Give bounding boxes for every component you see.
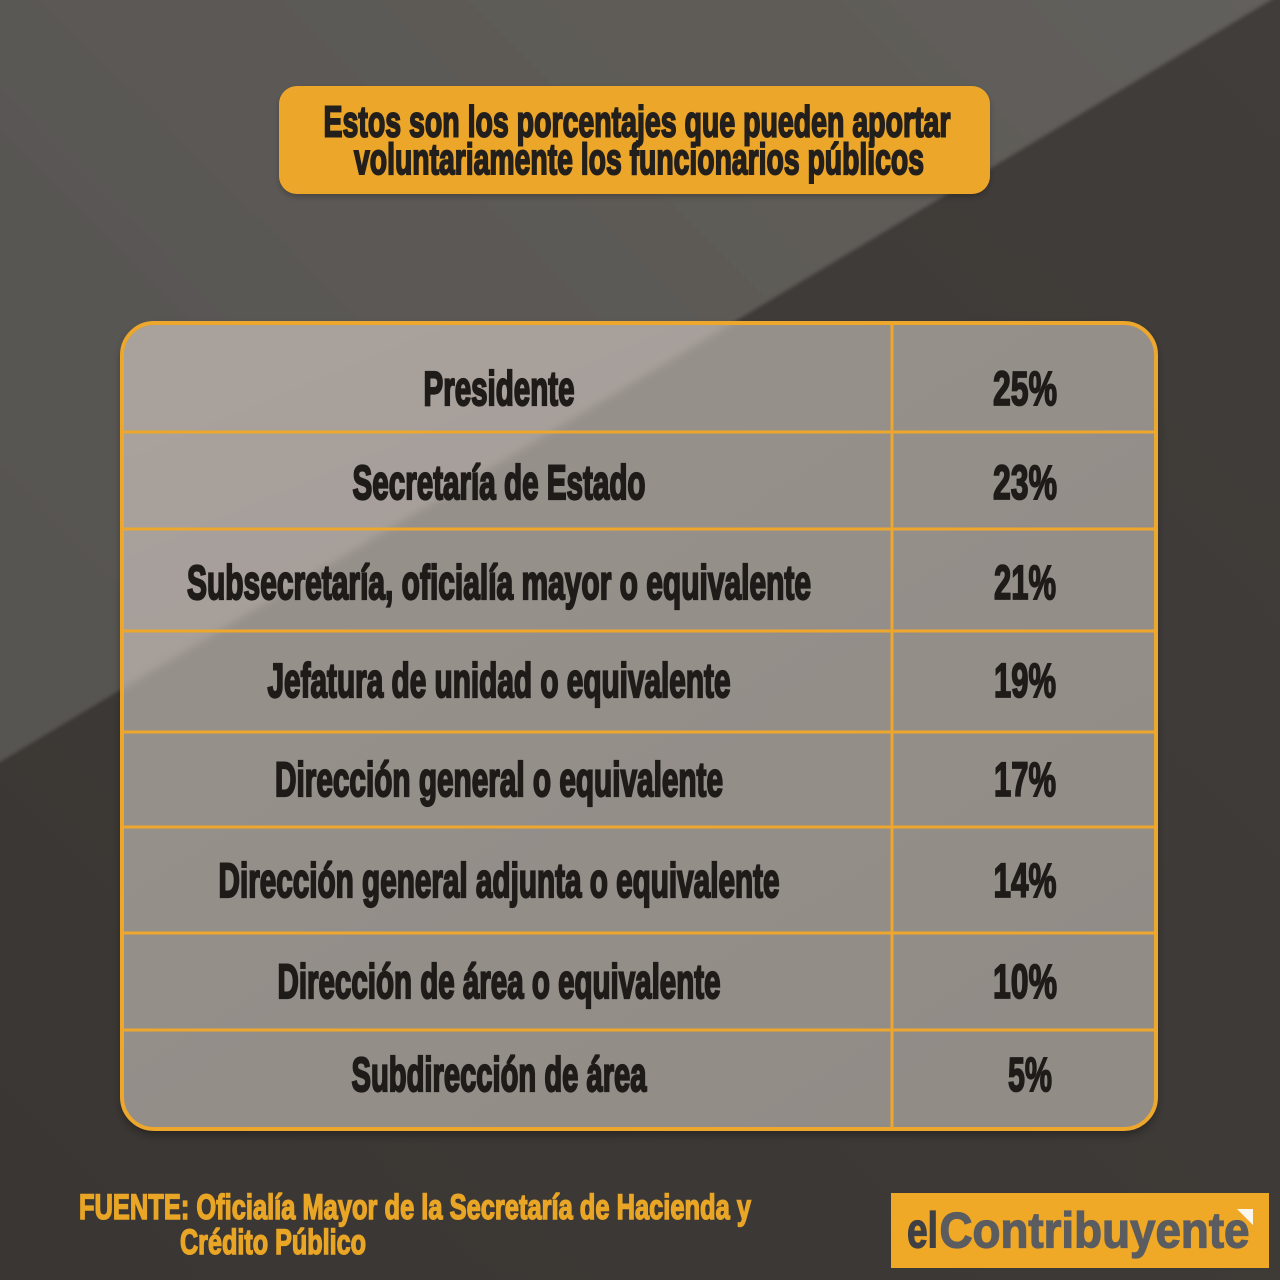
svg-text:Subsecretaría, oficialía mayor: Subsecretaría, oficialía mayor o equival… [187, 557, 811, 610]
svg-text:23%: 23% [993, 457, 1057, 510]
svg-text:FUENTE: Oficialía Mayor de la: FUENTE: Oficialía Mayor de la Secretaría… [79, 1188, 751, 1227]
svg-text:10%: 10% [993, 956, 1057, 1009]
svg-text:Subdirección de área: Subdirección de área [352, 1049, 647, 1102]
svg-text:Secretaría de Estado: Secretaría de Estado [353, 457, 646, 510]
svg-text:19%: 19% [994, 655, 1056, 708]
svg-text:17%: 17% [994, 754, 1056, 807]
svg-text:Crédito Público: Crédito Público [180, 1223, 366, 1262]
svg-text:25%: 25% [993, 363, 1057, 416]
svg-text:Presidente: Presidente [424, 363, 575, 416]
svg-text:voluntariamente los funcionari: voluntariamente los funcionarios público… [354, 135, 924, 184]
svg-text:Dirección de área o equivalent: Dirección de área o equivalente [278, 956, 721, 1009]
svg-text:21%: 21% [994, 557, 1056, 610]
svg-text:el: el [907, 1203, 938, 1259]
svg-text:Dirección general o equivalent: Dirección general o equivalente [275, 754, 723, 807]
svg-text:5%: 5% [1008, 1049, 1052, 1102]
svg-text:Contribuyente: Contribuyente [940, 1203, 1250, 1259]
svg-text:Jefatura de unidad o equivalen: Jefatura de unidad o equivalente [268, 655, 731, 708]
svg-text:14%: 14% [994, 855, 1057, 908]
svg-text:Dirección general adjunta o eq: Dirección general adjunta o equivalente [219, 855, 780, 908]
svg-text:Estos son los porcentajes que: Estos son los porcentajes que pueden apo… [324, 98, 951, 147]
